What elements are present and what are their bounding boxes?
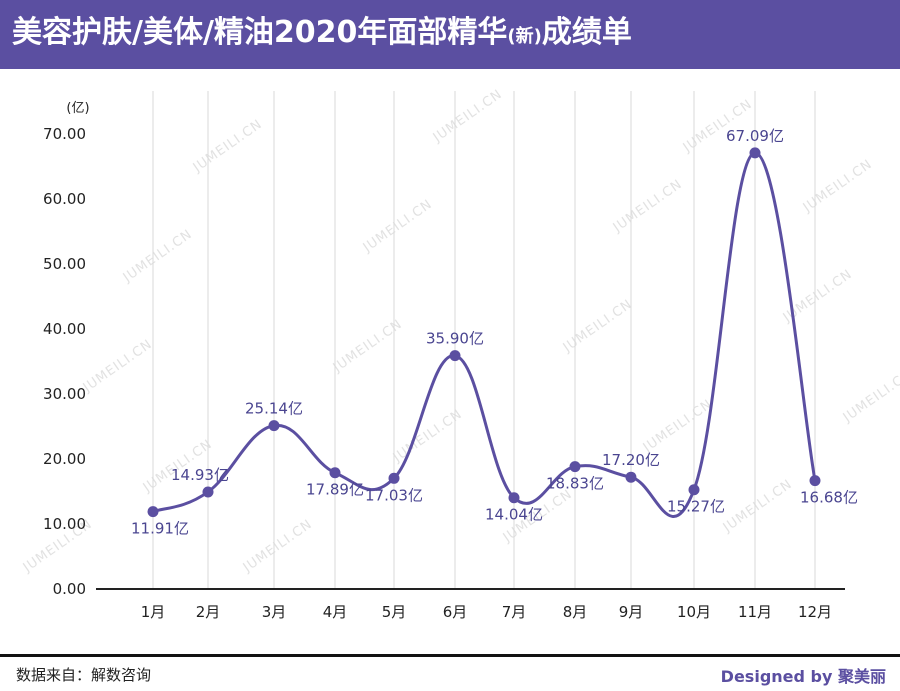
y-tick-label: 50.00 xyxy=(43,255,86,273)
y-tick-label: 10.00 xyxy=(43,515,86,533)
data-point xyxy=(147,506,159,518)
watermark-text: JUMEILI.CN xyxy=(800,157,875,216)
x-tick-label: 4月 xyxy=(323,603,348,621)
watermark-text: JUMEILI.CN xyxy=(840,367,900,426)
watermark-text: JUMEILI.CN xyxy=(80,337,155,396)
data-label: 25.14亿 xyxy=(245,400,303,418)
brand-credit: Designed by 聚美丽 xyxy=(720,667,886,686)
data-point xyxy=(569,461,581,473)
data-point xyxy=(202,486,214,498)
data-label: 17.03亿 xyxy=(365,486,423,504)
watermark-text: JUMEILI.CN xyxy=(360,197,435,256)
x-tick-label: 7月 xyxy=(502,603,527,621)
watermark-text: JUMEILI.CN xyxy=(560,297,635,356)
x-tick-label: 9月 xyxy=(619,603,644,621)
x-tick-label: 5月 xyxy=(382,603,407,621)
data-label: 17.20亿 xyxy=(602,451,660,469)
y-tick-label: 40.00 xyxy=(43,320,86,338)
data-label: 15.27亿 xyxy=(667,498,725,516)
watermark-text: JUMEILI.CN xyxy=(390,407,465,466)
data-label: 14.04亿 xyxy=(485,506,543,524)
x-tick-label: 12月 xyxy=(798,603,832,621)
title-end: 成绩单 xyxy=(541,15,632,50)
y-tick-label: 70.00 xyxy=(43,125,86,143)
watermark-text: JUMEILI.CN xyxy=(610,177,685,236)
x-tick-label: 3月 xyxy=(262,603,287,621)
x-tick-label: 11月 xyxy=(738,603,772,621)
watermark-text: JUMEILI.CN xyxy=(190,117,265,176)
data-label: 18.83亿 xyxy=(546,475,604,493)
title-new-tag: (新) xyxy=(507,26,542,47)
y-tick-label: 30.00 xyxy=(43,385,86,403)
x-tick-label: 8月 xyxy=(563,603,588,621)
data-label: 14.93亿 xyxy=(171,466,229,484)
x-tick-label: 10月 xyxy=(677,603,711,621)
title-main: 美容护肤/美体/精油2020年面部精华 xyxy=(12,15,508,50)
line-chart: JUMEILI.CN JUMEILI.CN JUMEILI.CN JUMEILI.CN… xyxy=(20,87,900,621)
x-tick-label: 1月 xyxy=(141,603,166,621)
data-point xyxy=(809,475,821,487)
watermark-text: JUMEILI.CN xyxy=(240,517,315,576)
data-point xyxy=(449,350,461,362)
page-title: 美容护肤/美体/精油2020年面部精华(新)成绩单 xyxy=(12,10,632,60)
data-point xyxy=(625,471,637,483)
watermark-text: JUMEILI.CN xyxy=(430,87,505,146)
watermark-text: JUMEILI.CN xyxy=(120,227,195,286)
x-tick-label: 6月 xyxy=(443,603,468,621)
series-line xyxy=(152,151,817,518)
data-label: 16.68亿 xyxy=(800,489,858,507)
y-tick-label: 20.00 xyxy=(43,450,86,468)
footer-divider xyxy=(0,654,900,657)
data-point xyxy=(388,472,400,484)
y-tick-label: 60.00 xyxy=(43,190,86,208)
data-point xyxy=(268,420,280,432)
y-tick-label: 0.00 xyxy=(53,580,86,598)
data-point xyxy=(749,147,761,159)
y-unit-label: (亿) xyxy=(66,101,89,116)
watermark-text: JUMEILI.CN xyxy=(720,477,795,536)
data-label: 17.89亿 xyxy=(306,481,364,499)
data-point xyxy=(329,467,341,479)
data-label: 67.09亿 xyxy=(726,127,784,145)
x-tick-label: 2月 xyxy=(196,603,221,621)
data-label: 11.91亿 xyxy=(131,520,189,538)
data-label: 35.90亿 xyxy=(426,330,484,348)
data-source: 数据来自：解数咨询 xyxy=(16,666,152,684)
data-point xyxy=(688,484,700,496)
header-banner: 美容护肤/美体/精油2020年面部精华(新)成绩单 xyxy=(0,0,900,69)
data-point xyxy=(508,492,520,504)
